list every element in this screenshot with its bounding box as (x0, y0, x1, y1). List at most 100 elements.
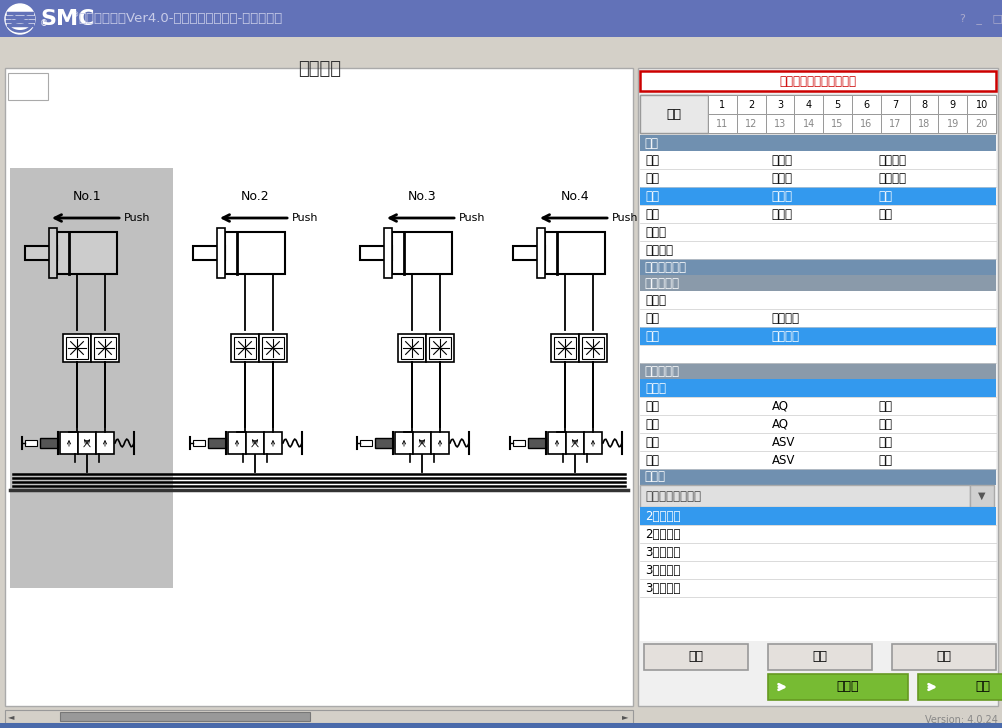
Text: 标准: 标准 (645, 189, 659, 202)
Bar (384, 228, 392, 278)
Text: 6: 6 (864, 100, 870, 109)
Bar (640, 379, 996, 397)
Bar (5, 710, 633, 723)
Text: 9: 9 (950, 100, 956, 109)
Bar (795, 114, 824, 133)
Text: 14: 14 (803, 119, 815, 129)
Text: 18: 18 (918, 119, 930, 129)
Bar (768, 674, 908, 700)
Text: ?   _   □   ×: ? _ □ × (960, 14, 1002, 25)
Text: No.2: No.2 (240, 190, 270, 203)
Bar (736, 114, 766, 133)
Bar (708, 114, 736, 133)
Text: Push: Push (292, 213, 319, 223)
Text: 双杆: 双杆 (879, 207, 893, 221)
Bar (795, 95, 824, 114)
Bar (259, 334, 287, 362)
Text: 3位中压式: 3位中压式 (645, 582, 680, 595)
Bar (246, 432, 264, 454)
Text: ▼: ▼ (978, 491, 986, 501)
Text: 单作用: 单作用 (772, 172, 793, 184)
Text: 17: 17 (889, 119, 902, 129)
Text: 标准: 标准 (645, 207, 659, 221)
Bar (431, 432, 449, 454)
Text: 4: 4 (806, 100, 812, 109)
Bar (640, 151, 996, 169)
Text: Version: 4.0.24: Version: 4.0.24 (925, 715, 998, 725)
Bar (10, 168, 173, 588)
Text: 右侧: 右侧 (879, 400, 893, 413)
Bar (60, 432, 78, 454)
Bar (426, 334, 454, 362)
Text: 无活塞杆: 无活塞杆 (645, 243, 673, 256)
Text: 共通: 共通 (666, 108, 681, 121)
Bar (78, 432, 96, 454)
Text: 19: 19 (947, 119, 959, 129)
Text: AQ: AQ (772, 417, 789, 430)
Bar (939, 95, 967, 114)
Bar (234, 337, 256, 359)
Text: 气动选型程序Ver4.0-气动回路特性计算-集装阀回路: 气动选型程序Ver4.0-气动回路特性计算-集装阀回路 (78, 12, 283, 25)
Text: ®: ® (72, 12, 79, 18)
Bar (640, 469, 996, 485)
Bar (66, 337, 88, 359)
Bar (640, 205, 996, 223)
Text: 集装式直接配管型: 集装式直接配管型 (645, 489, 701, 502)
Bar (96, 432, 114, 454)
Text: 3: 3 (777, 100, 783, 109)
Text: 使用: 使用 (645, 400, 659, 413)
Text: 左侧: 左侧 (879, 417, 893, 430)
Bar (644, 644, 748, 670)
Text: Push: Push (459, 213, 486, 223)
Text: 使用: 使用 (645, 417, 659, 430)
Bar (939, 114, 967, 133)
Bar (640, 597, 996, 641)
Bar (208, 438, 226, 448)
Bar (545, 232, 605, 274)
Text: No.1: No.1 (73, 190, 101, 203)
Bar (401, 337, 423, 359)
Bar (584, 432, 602, 454)
Bar (640, 291, 996, 309)
Bar (375, 438, 393, 448)
Bar (40, 438, 58, 448)
Text: 标准: 标准 (645, 154, 659, 167)
Text: 右侧: 右侧 (879, 435, 893, 448)
Text: 8: 8 (921, 100, 927, 109)
Bar (264, 432, 282, 454)
Bar (640, 561, 996, 579)
Text: 单杆: 单杆 (879, 189, 893, 202)
Text: 1: 1 (719, 100, 725, 109)
Bar (640, 415, 996, 433)
Bar (360, 440, 372, 446)
Text: 排气节流: 排气节流 (772, 330, 800, 342)
Bar (429, 337, 451, 359)
Text: 20: 20 (975, 119, 988, 129)
Bar (640, 309, 996, 327)
Bar (766, 95, 795, 114)
Bar (582, 337, 604, 359)
Text: 标准: 标准 (645, 172, 659, 184)
Bar (413, 432, 431, 454)
Bar (193, 246, 225, 260)
Bar (640, 95, 996, 133)
Bar (881, 95, 910, 114)
Text: AQ: AQ (772, 400, 789, 413)
Bar (892, 644, 996, 670)
Bar (967, 95, 996, 114)
Text: 双作用: 双作用 (772, 207, 793, 221)
Bar (852, 114, 881, 133)
Bar (91, 334, 119, 362)
Text: 12: 12 (745, 119, 758, 129)
Bar (528, 438, 546, 448)
Text: 进气节流: 进气节流 (772, 312, 800, 325)
Text: 快速排气阀: 快速排气阀 (644, 365, 679, 378)
Text: 【各回路配置切换按鈕】: 【各回路配置切换按鈕】 (780, 74, 857, 87)
Text: 速度控制阀: 速度控制阀 (644, 277, 679, 290)
Bar (640, 485, 970, 507)
Bar (640, 451, 996, 469)
Bar (225, 232, 285, 274)
Text: ►: ► (621, 713, 628, 721)
Text: SMC: SMC (40, 9, 94, 29)
Bar (640, 543, 996, 561)
